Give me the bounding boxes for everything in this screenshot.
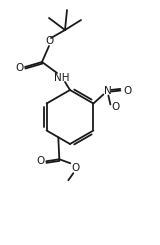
Text: O: O [71, 163, 79, 173]
Text: NH: NH [54, 73, 70, 83]
Text: N: N [104, 86, 111, 97]
Text: O: O [36, 156, 44, 166]
Text: O: O [123, 86, 132, 96]
Text: O: O [111, 101, 120, 111]
Text: O: O [16, 63, 24, 73]
Text: O: O [46, 36, 54, 46]
